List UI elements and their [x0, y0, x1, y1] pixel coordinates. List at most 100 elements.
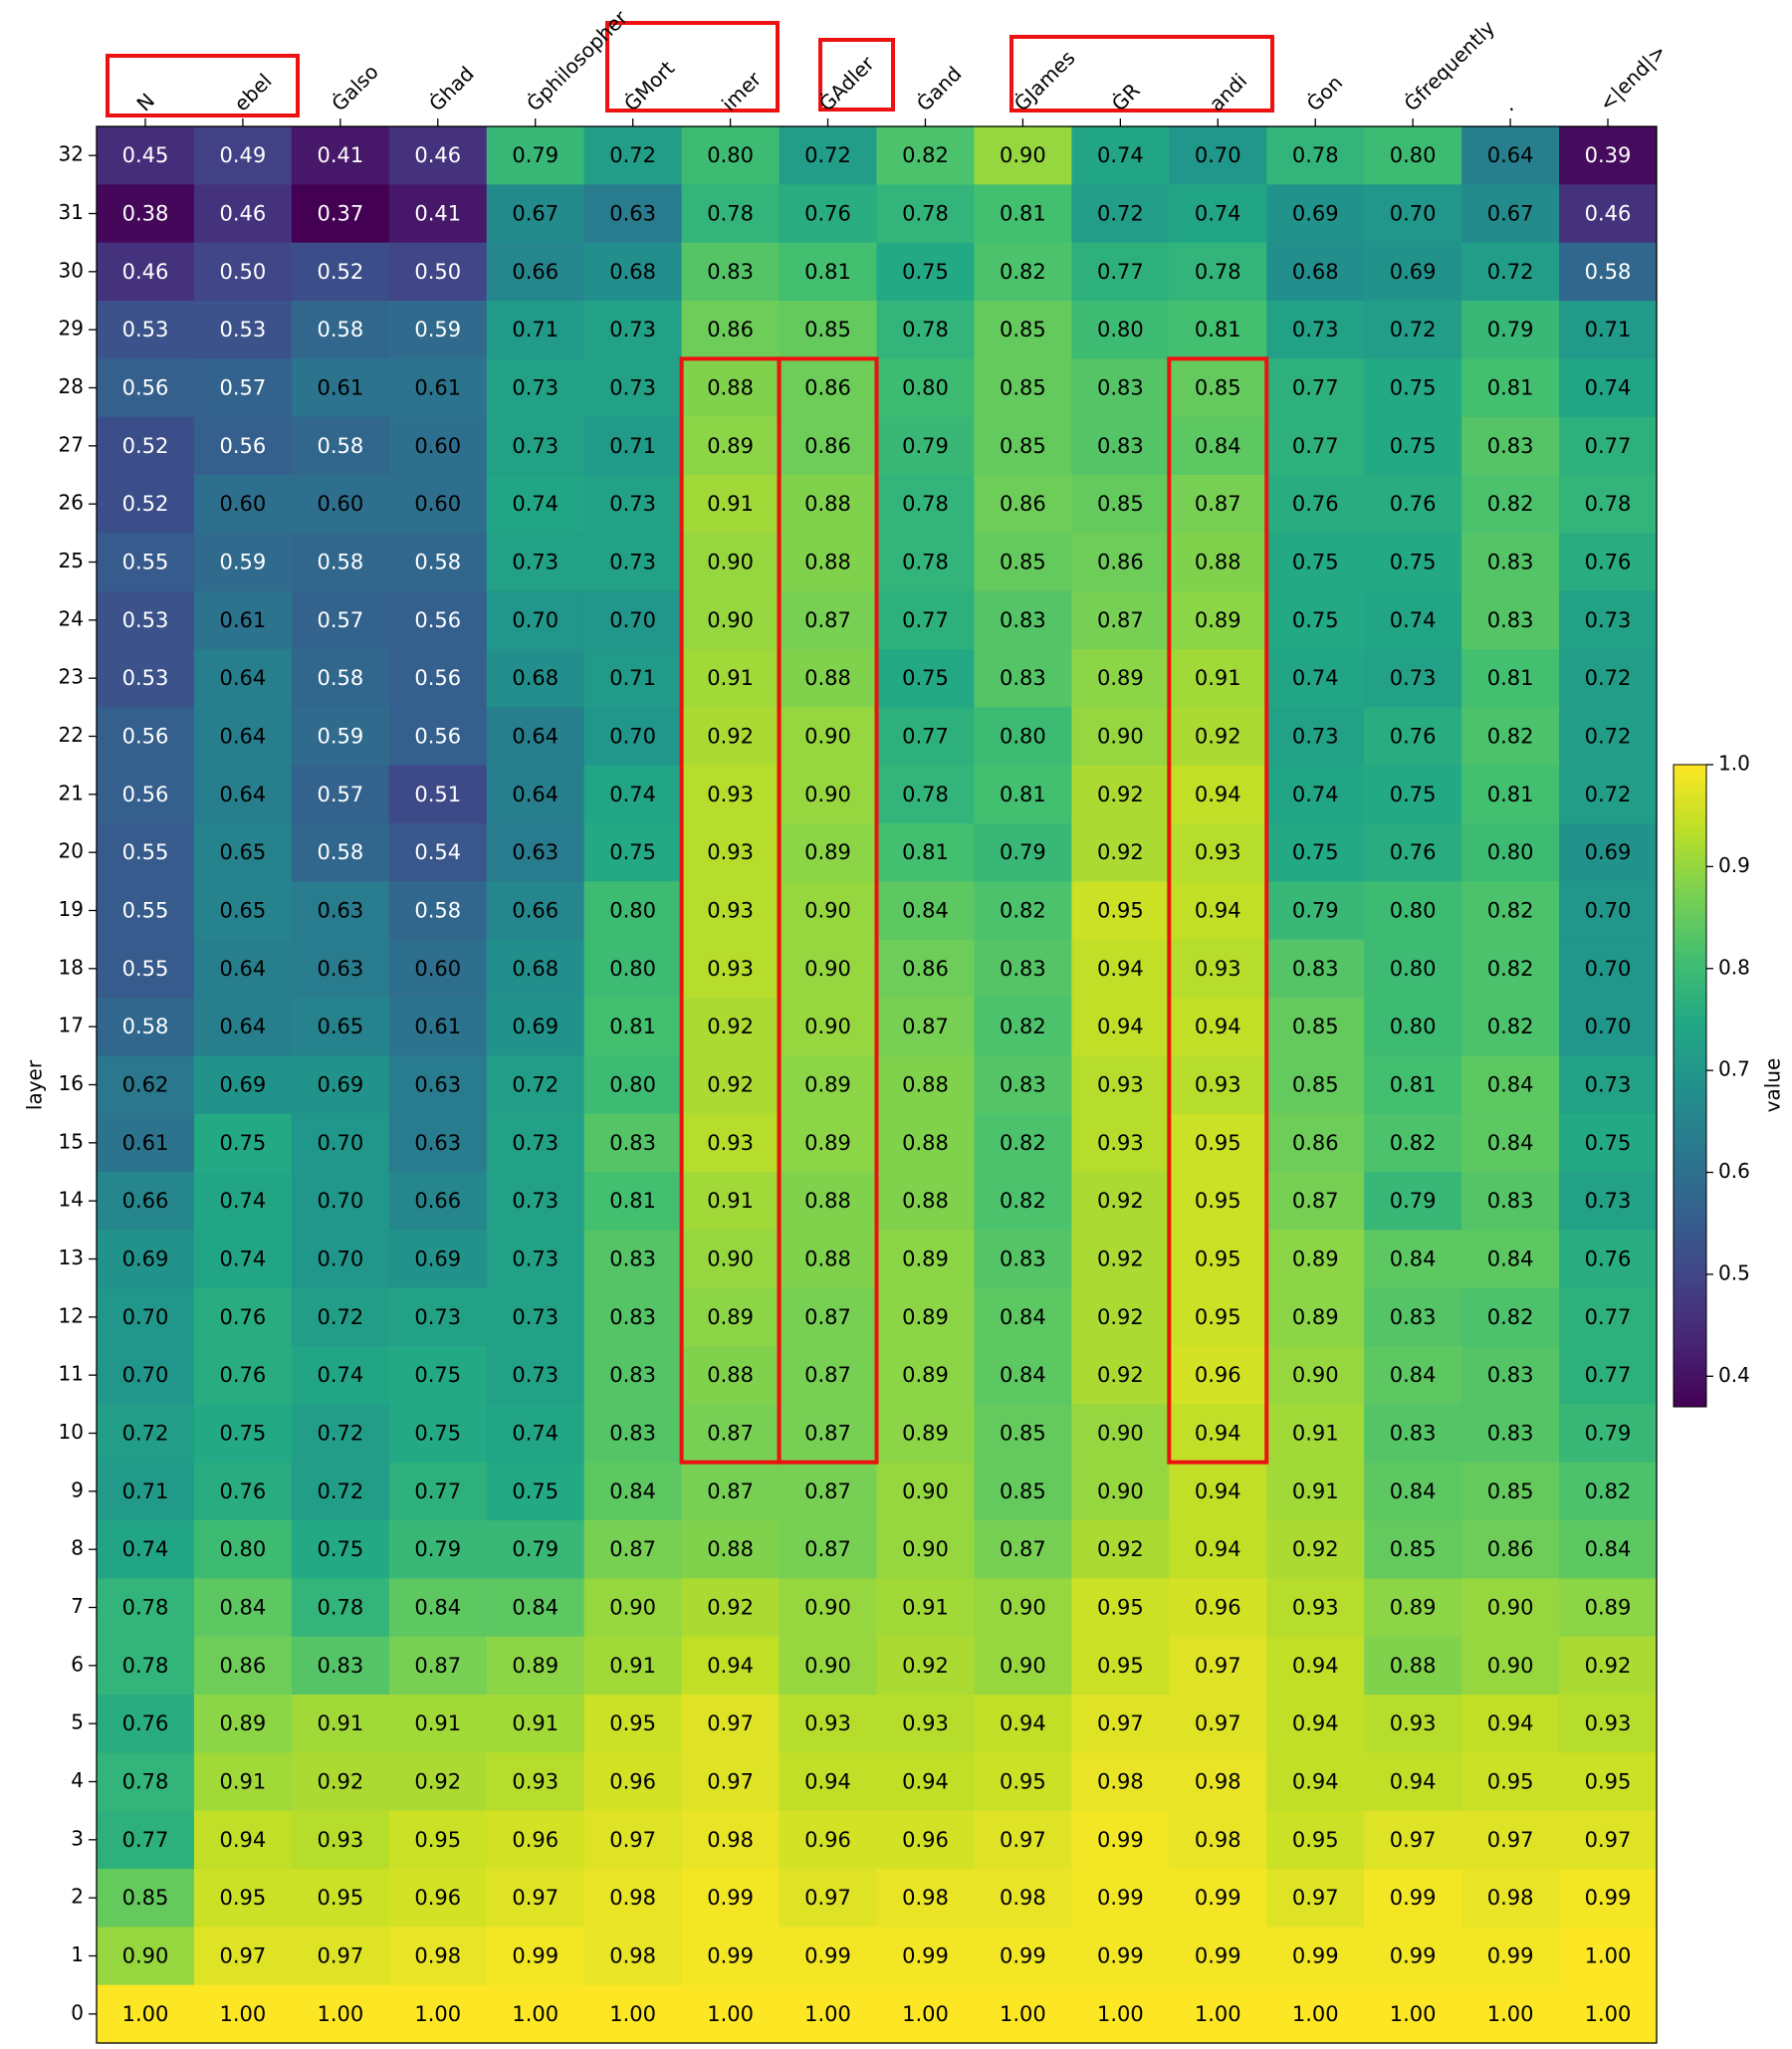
- heatmap-cell: [1461, 1404, 1560, 1464]
- heatmap-cell: [1169, 1055, 1267, 1115]
- heatmap-cell: [779, 707, 877, 767]
- heatmap-cell: [1559, 1984, 1658, 2044]
- heatmap-cell: [1559, 765, 1658, 824]
- heatmap-cell: [583, 1230, 683, 1289]
- heatmap-cell: [1364, 881, 1462, 941]
- heatmap-cell: [1461, 1230, 1560, 1289]
- cell-value-label: 0.41: [414, 202, 461, 226]
- cell-value-label: 0.74: [220, 1189, 267, 1213]
- cell-value-label: 0.84: [1487, 1248, 1534, 1271]
- x-tick-label: N: [131, 89, 159, 116]
- cell-value-label: 0.64: [512, 783, 559, 806]
- cell-value-label: 0.75: [609, 840, 656, 864]
- cell-value-label: 0.90: [707, 608, 754, 632]
- heatmap-cell: [291, 1172, 390, 1231]
- heatmap-cell: [974, 707, 1072, 767]
- cell-value-label: 0.64: [220, 957, 267, 981]
- cell-value-label: 0.69: [220, 1073, 267, 1097]
- heatmap-cell: [583, 1404, 683, 1464]
- cell-value-label: 0.97: [1195, 1654, 1241, 1678]
- cell-value-label: 0.72: [1585, 783, 1632, 806]
- y-tick-label: 4: [71, 1768, 84, 1792]
- cell-value-label: 0.64: [220, 725, 267, 749]
- heatmap-cell: [974, 1462, 1072, 1521]
- cell-value-label: 0.46: [220, 202, 267, 226]
- y-tick-label: 25: [59, 549, 84, 572]
- heatmap-cell: [486, 126, 585, 185]
- cell-value-label: 1.00: [1390, 2002, 1437, 2026]
- cell-value-label: 0.95: [1195, 1248, 1241, 1271]
- cell-value-label: 0.61: [220, 608, 267, 632]
- heatmap-cell: [779, 939, 877, 999]
- cell-value-label: 0.72: [609, 143, 656, 167]
- heatmap-cell: [974, 881, 1072, 941]
- heatmap-cell: [779, 881, 877, 941]
- cell-value-label: 0.94: [1097, 1015, 1144, 1038]
- heatmap-cell: [388, 590, 488, 650]
- y-tick-label: 19: [59, 897, 84, 921]
- heatmap-cell: [388, 1520, 488, 1579]
- heatmap-cell: [1461, 1346, 1560, 1405]
- cell-value-label: 0.63: [317, 957, 363, 981]
- cell-value-label: 0.55: [122, 957, 169, 981]
- cell-value-label: 0.82: [1487, 899, 1534, 923]
- heatmap-cell: [779, 1055, 877, 1115]
- heatmap-cell: [1169, 1695, 1267, 1753]
- heatmap-cell: [583, 1172, 683, 1231]
- heatmap-cell: [1364, 707, 1462, 767]
- cell-value-label: 0.75: [414, 1422, 461, 1446]
- heatmap-cell: [1169, 358, 1267, 418]
- heatmap-cell: [876, 242, 975, 302]
- heatmap-cell: [1364, 1462, 1462, 1521]
- heatmap-cell: [681, 998, 781, 1056]
- heatmap-cell: [486, 533, 585, 592]
- heatmap-cell: [291, 1055, 390, 1115]
- cell-value-label: 0.75: [1292, 551, 1339, 574]
- cell-value-label: 0.84: [220, 1596, 267, 1620]
- cell-value-label: 0.84: [1390, 1363, 1437, 1387]
- heatmap-cell: [1266, 1695, 1365, 1753]
- cell-value-label: 0.86: [1487, 1537, 1534, 1561]
- cell-value-label: 0.95: [317, 1886, 363, 1910]
- cell-value-label: 0.84: [1390, 1480, 1437, 1503]
- cell-value-label: 0.98: [414, 1944, 461, 1968]
- cell-value-label: 0.72: [804, 143, 851, 167]
- heatmap-cell: [1266, 1404, 1365, 1464]
- heatmap-cell: [291, 1346, 390, 1405]
- heatmap-cell: [974, 416, 1072, 476]
- cell-value-label: 0.82: [1487, 957, 1534, 981]
- cell-value-label: 0.91: [707, 492, 754, 516]
- heatmap-cell: [97, 1520, 195, 1579]
- heatmap-cell: [486, 1172, 585, 1231]
- heatmap-cell: [876, 649, 975, 708]
- cell-value-label: 0.98: [609, 1886, 656, 1910]
- heatmap-cell: [291, 1462, 390, 1521]
- heatmap-cell: [1071, 416, 1170, 476]
- heatmap-cell: [388, 1810, 488, 1870]
- cell-value-label: 0.73: [1585, 608, 1632, 632]
- y-tick-label: 10: [59, 1420, 84, 1444]
- cell-value-label: 0.60: [414, 434, 461, 458]
- heatmap-cell: [388, 1404, 488, 1464]
- heatmap-cell: [974, 1287, 1072, 1347]
- cell-value-label: 0.70: [1390, 202, 1437, 226]
- cell-value-label: 0.69: [122, 1248, 169, 1271]
- heatmap-cell: [583, 1055, 683, 1115]
- heatmap-cell: [388, 126, 488, 185]
- heatmap-cell: [583, 707, 683, 767]
- heatmap-cell: [388, 475, 488, 534]
- heatmap-cell: [876, 1172, 975, 1231]
- cell-value-label: 0.94: [902, 1770, 949, 1794]
- heatmap-cell: [681, 939, 781, 999]
- cell-value-label: 0.87: [804, 1422, 851, 1446]
- cell-value-label: 0.87: [804, 1363, 851, 1387]
- cell-value-label: 0.70: [1585, 957, 1632, 981]
- cell-value-label: 0.90: [707, 1248, 754, 1271]
- cell-value-label: 0.53: [122, 318, 169, 342]
- cell-value-label: 0.97: [609, 1828, 656, 1852]
- heatmap-cell: [974, 1404, 1072, 1464]
- cell-value-label: 1.00: [414, 2002, 461, 2026]
- heatmap-cell: [1559, 649, 1658, 708]
- heatmap-cell: [193, 416, 293, 476]
- heatmap-cell: [583, 475, 683, 534]
